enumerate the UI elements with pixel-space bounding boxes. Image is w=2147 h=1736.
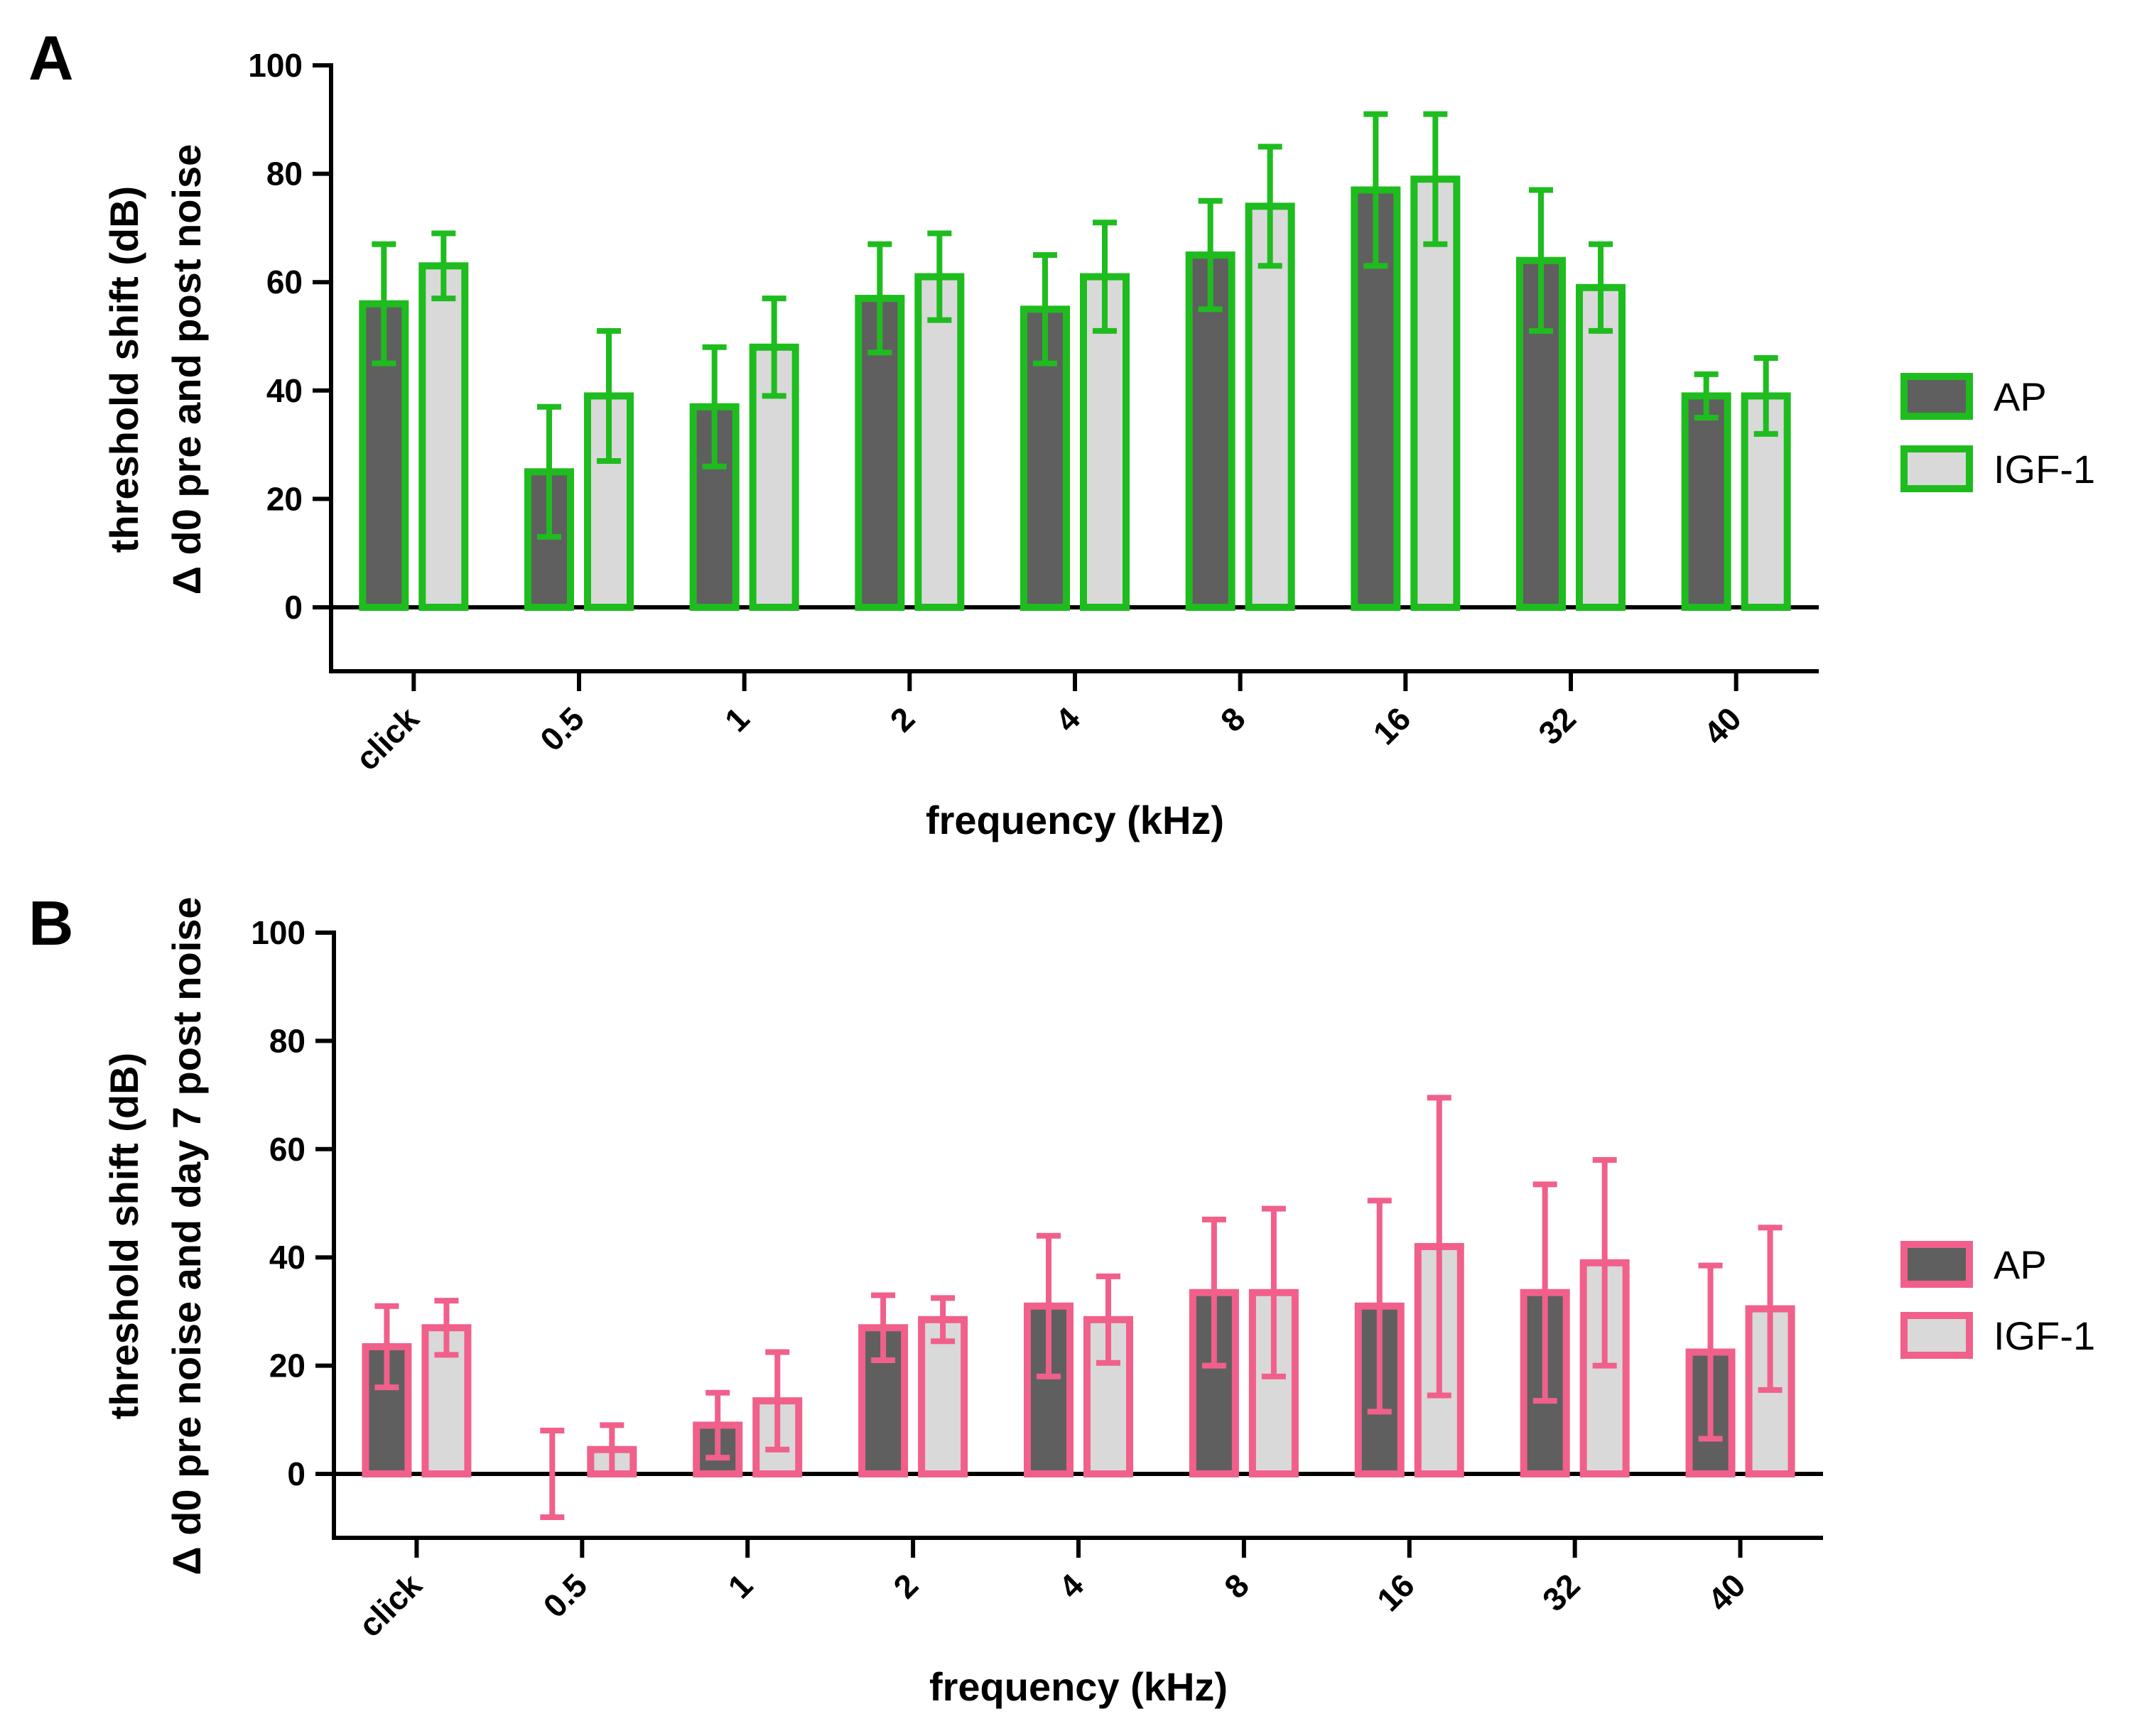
y-tick-label: 0 <box>287 1455 305 1492</box>
x-tick-label: 16 <box>1370 1566 1422 1618</box>
legend-swatch-ap <box>1900 1241 1973 1288</box>
y-tick-label: 0 <box>284 589 303 626</box>
bar-ap <box>1681 392 1731 611</box>
x-tick-label: 32 <box>1535 1566 1587 1618</box>
y-axis-title: threshold shift (dB) <box>102 186 146 553</box>
x-tick-label: 32 <box>1531 700 1583 752</box>
legend-swatch-igf-1 <box>1900 445 1973 492</box>
legend-label: AP <box>1994 1242 2047 1287</box>
x-tick-label: 16 <box>1365 700 1417 752</box>
panel-label: A <box>28 23 74 93</box>
y-tick-label: 100 <box>248 47 303 84</box>
x-tick-label: 4 <box>1051 1566 1091 1605</box>
x-tick-label: click <box>351 1566 428 1644</box>
y-tick-label: 20 <box>269 1347 305 1384</box>
x-axis-title: frequency (kHz) <box>929 1664 1228 1709</box>
x-tick-label: 8 <box>1213 700 1253 739</box>
y-tick-label: 60 <box>266 264 303 300</box>
x-tick-label: 2 <box>886 1566 925 1605</box>
x-tick-label: 2 <box>883 700 922 739</box>
y-axis-title: Δ d0 pre noise and day 7 post noise <box>164 896 209 1575</box>
x-axis-title: frequency (kHz) <box>926 798 1224 842</box>
legend-label: IGF-1 <box>1994 1313 2095 1358</box>
y-tick-label: 80 <box>266 156 303 192</box>
y-axis-title: threshold shift (dB) <box>102 1053 146 1419</box>
x-tick-label: 1 <box>718 700 757 739</box>
y-axis-title: Δ d0 pre and post noise <box>164 144 209 595</box>
x-tick-label: 40 <box>1701 1566 1753 1618</box>
y-tick-label: 60 <box>269 1131 305 1168</box>
x-tick-label: 0.5 <box>536 1566 594 1624</box>
y-tick-label: 40 <box>266 372 303 409</box>
panel-a: A 0 20 40 60 80 100 click 0.5 1 2 4 8 16 32 40 threshold… <box>28 23 2095 842</box>
legend-swatch-ap <box>1900 373 1973 420</box>
bar-igf-1 <box>914 273 965 611</box>
y-tick-label: 20 <box>266 480 303 517</box>
y-tick-label: 80 <box>269 1022 305 1059</box>
legend-label: IGF-1 <box>1994 447 2095 492</box>
x-tick-label: 1 <box>720 1566 759 1605</box>
panel-b: B 0 20 40 60 80 100 click 0.5 1 2 4 8 16 32 40 threshold… <box>28 888 2095 1709</box>
bar-igf-1 <box>418 262 469 611</box>
x-tick-label: 0.5 <box>533 700 591 758</box>
x-tick-label: click <box>348 700 426 777</box>
bar-igf-1 <box>1576 283 1626 611</box>
legend-label: AP <box>1994 374 2047 419</box>
x-tick-label: 40 <box>1697 700 1748 752</box>
x-tick-label: 8 <box>1217 1566 1256 1605</box>
y-tick-label: 40 <box>269 1239 305 1276</box>
x-tick-label: 4 <box>1048 700 1087 739</box>
legend-swatch-igf-1 <box>1900 1312 1973 1359</box>
y-tick-label: 100 <box>251 914 305 951</box>
panel-label: B <box>28 888 74 958</box>
